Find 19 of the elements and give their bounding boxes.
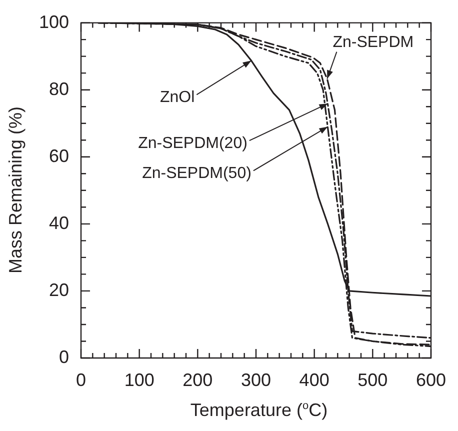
annotation: Zn-SEPDM(50) [142, 165, 252, 182]
annotation: Zn-SEPDM [332, 34, 414, 52]
x-tick-label: 600 [416, 370, 446, 390]
x-tick-label: 400 [299, 370, 330, 390]
y-axis-title: Mass Remaining (%) [6, 106, 26, 274]
annotation: ZnOl [160, 89, 195, 106]
x-tick-label: 300 [240, 370, 272, 390]
x-tick-label: 500 [358, 370, 388, 390]
x-tick-label: 200 [182, 370, 213, 390]
y-tick-label: 80 [48, 78, 69, 99]
y-tick-label: 100 [38, 12, 69, 32]
x-axis-title: Temperature ($^{o}$C) [190, 400, 328, 421]
x-tick-label: 0 [76, 370, 86, 390]
y-tick-label: 0 [58, 346, 69, 367]
annotation: Zn-SEPDM(20) [138, 134, 248, 152]
y-tick-label: 40 [48, 212, 69, 233]
x-tick-label: 100 [124, 370, 154, 390]
y-tick-label: 20 [48, 280, 69, 300]
y-tick-label: 60 [48, 146, 69, 166]
